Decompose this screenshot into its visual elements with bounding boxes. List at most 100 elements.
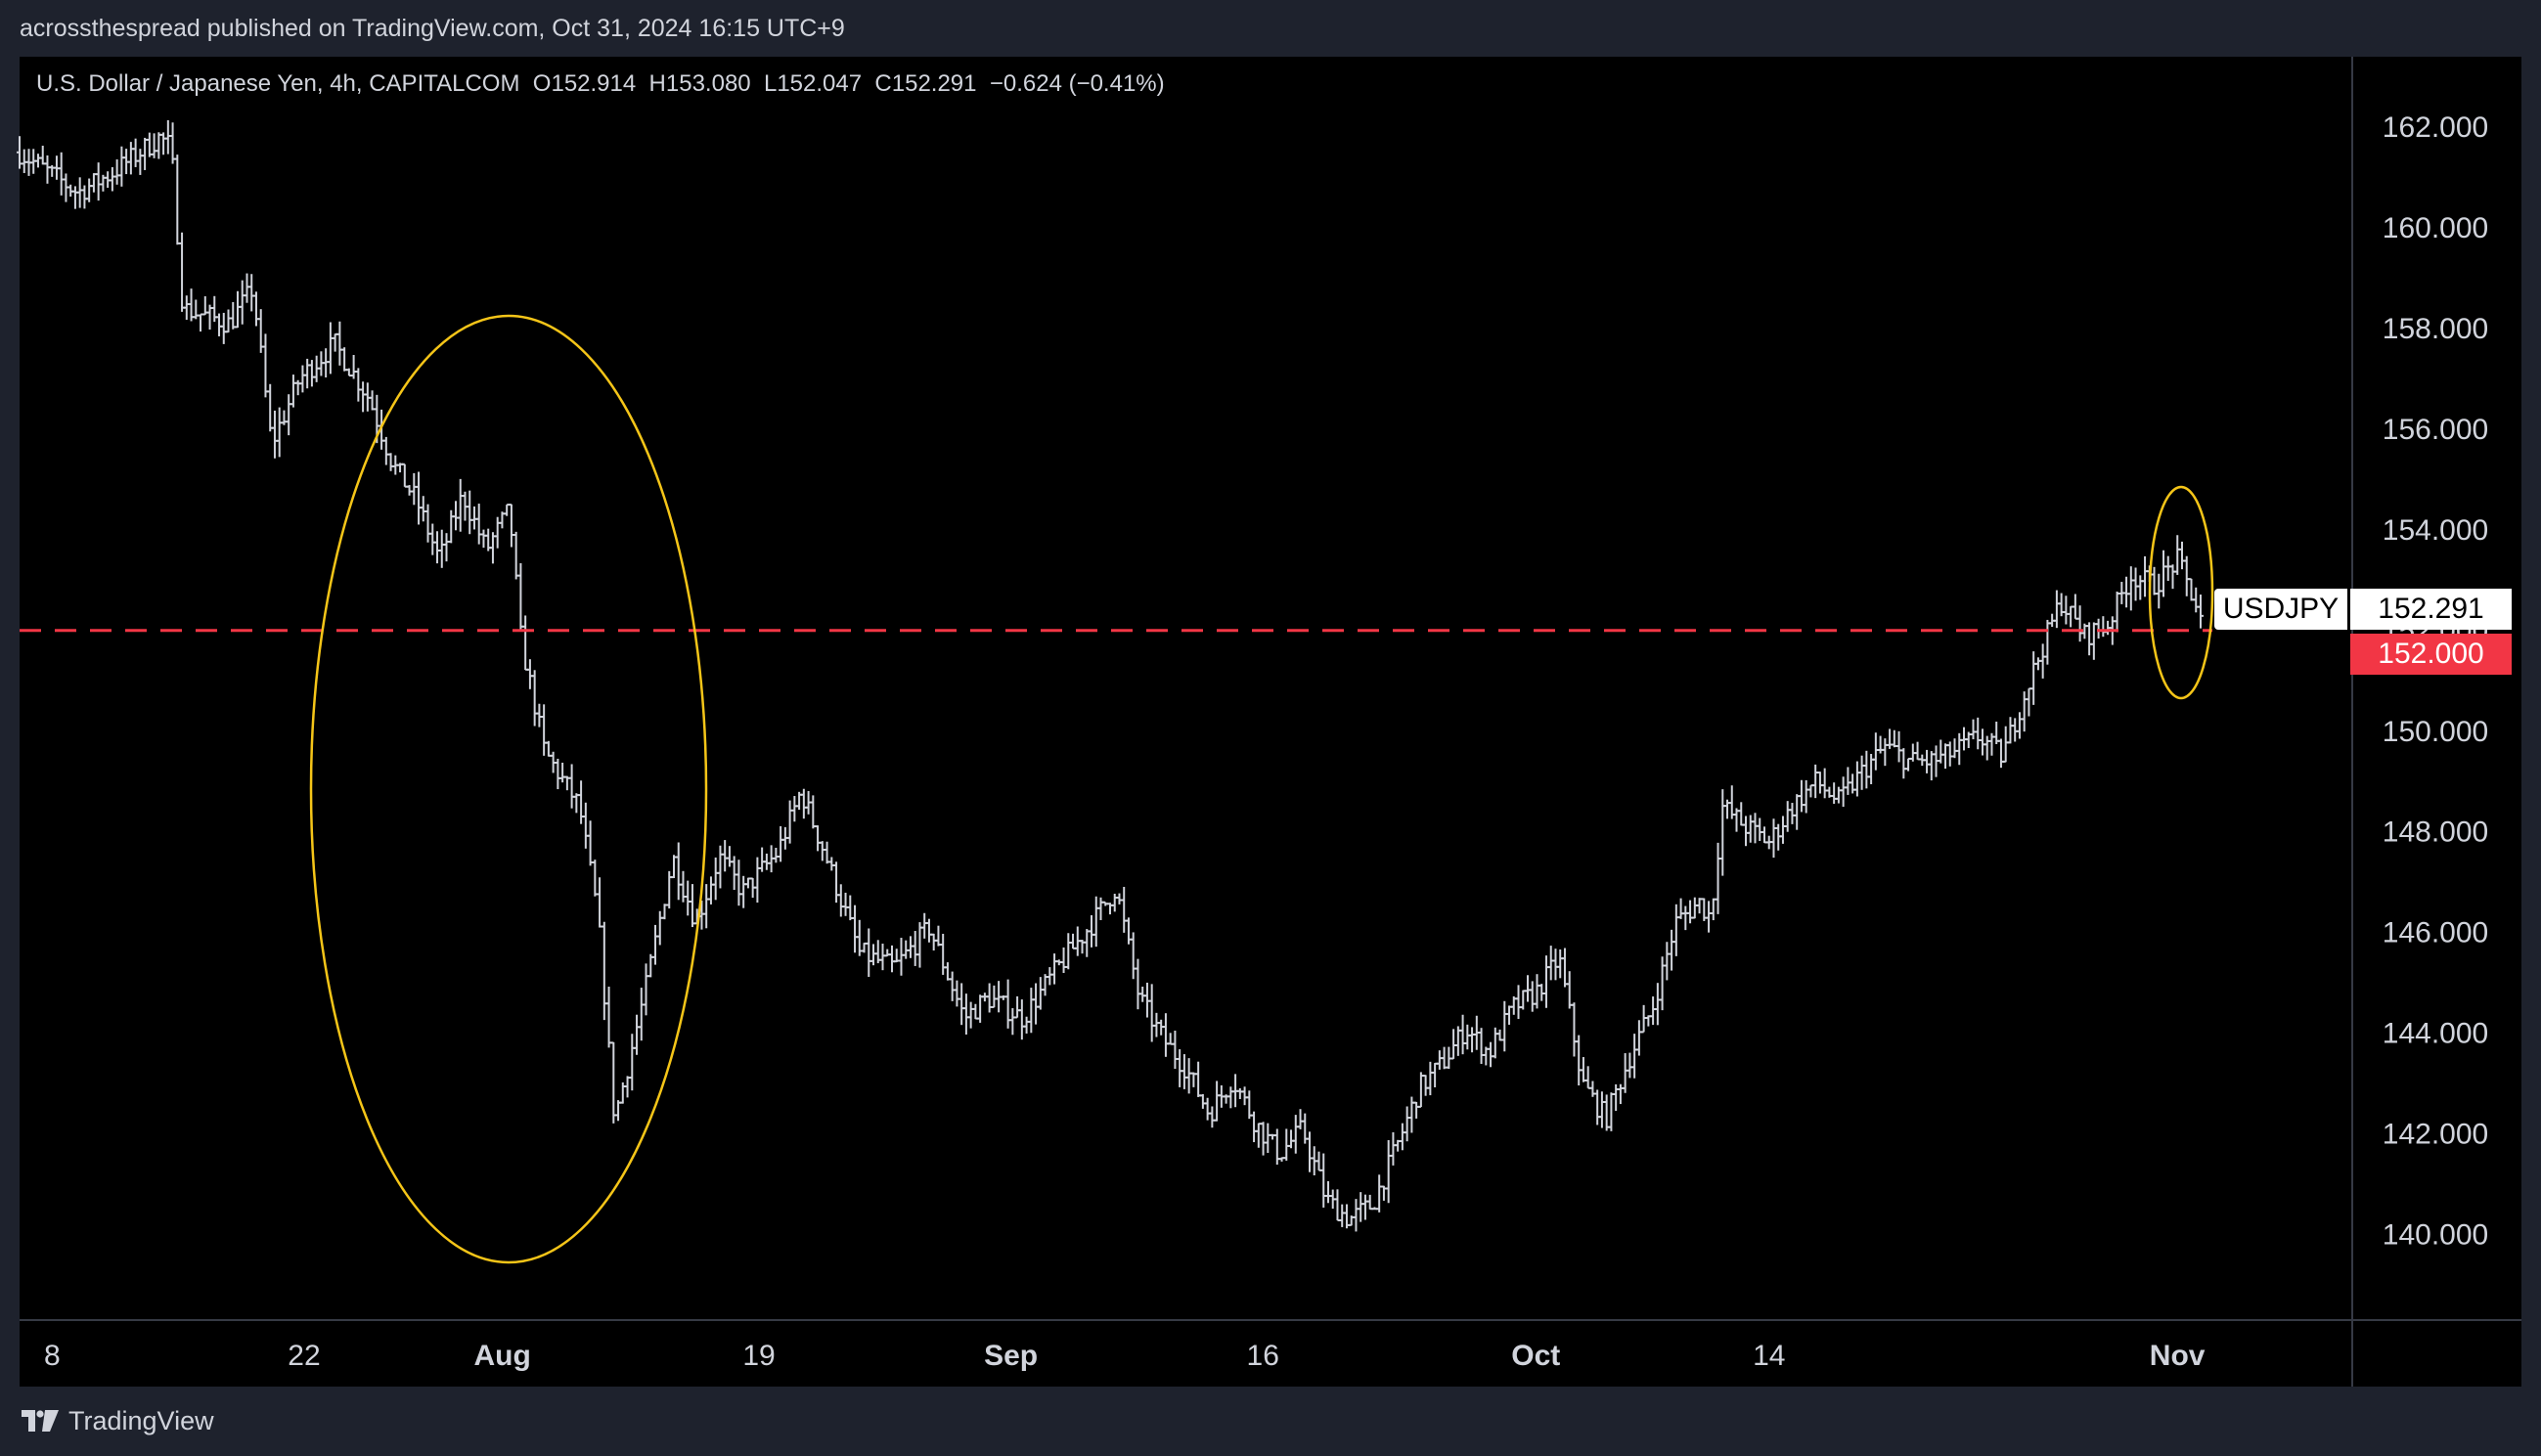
y-tick-label: 144.000 [2383,1018,2488,1050]
ohlc-bar [271,410,278,459]
ohlc-bar [1924,749,1931,773]
ohlc-bar [624,1076,631,1098]
ohlc-bar [308,360,315,387]
annotation-ellipse-latest [2148,485,2214,700]
ohlc-bar [773,847,780,863]
ohlc-bar [179,232,186,312]
ohlc-bar [1209,1106,1216,1128]
ohlc-bar [972,1003,979,1020]
ohlc-bar [1464,1024,1471,1050]
ohlc-bar [526,659,533,689]
y-tick-label: 156.000 [2383,414,2488,446]
ohlc-bar [230,301,237,330]
ohlc-bar [355,368,362,402]
ohlc-bar [164,119,171,154]
ohlc-bar [1018,999,1025,1040]
ohlc-bar [824,841,830,864]
ohlc-bar [879,944,886,971]
ohlc-bar [1135,958,1141,1010]
ohlc-bar [592,860,599,897]
ohlc-bar [2188,578,2195,601]
ohlc-bar [1882,738,1889,767]
ohlc-bar [828,857,835,871]
ohlc-bar [1529,981,1536,1012]
ohlc-bar [299,365,306,393]
ohlc-bar [2100,616,2107,638]
ohlc-bar [754,857,761,904]
ohlc-bar [1789,803,1796,824]
ohlc-bar [1427,1061,1434,1096]
tradingview-logo[interactable]: TradingView [22,1404,214,1437]
ohlc-bar [58,152,65,196]
ohlc-bar [1784,801,1791,832]
price-chart[interactable]: 162.000 160.000 158.000 156.000 154.000 152.0… [0,0,2541,1387]
ohlc-bar [327,322,334,375]
x-axis: 8 22 Aug 19 Sep 16 Oct 14 Nov [44,1340,2206,1372]
ohlc-bar [1946,741,1953,767]
ohlc-bar [244,273,250,303]
y-tick-label: 146.000 [2383,917,2488,949]
ohlc-bar [411,472,418,506]
ohlc-bar [2034,657,2041,671]
y-tick-label: 148.000 [2383,816,2488,849]
ohlc-bar [1682,905,1689,931]
ohlc-bar [1608,1092,1615,1131]
ohlc-bar [151,133,157,158]
ohlc-bar [332,332,338,352]
ohlc-bar [1241,1086,1248,1106]
ohlc-bar [424,504,431,543]
ohlc-bar [1627,1052,1633,1079]
ohlc-bar [1863,750,1870,789]
ohlc-bar [1542,955,1549,1008]
ohlc-bar [778,825,784,862]
ohlc-bar [1812,764,1819,799]
ohlc-bar [1984,735,1990,761]
ohlc-bar [582,802,589,849]
ohlc-bar [1492,1027,1498,1059]
ohlc-bar [555,758,561,790]
ohlc-bar [475,504,482,545]
ohlc-bar [183,295,190,321]
ohlc-bar [736,860,742,906]
ohlc-bar [1853,761,1860,797]
ohlc-bar [954,980,960,1007]
ohlc-bar [842,892,849,916]
ohlc-bar [1757,817,1763,842]
ohlc-bar [1635,1020,1642,1056]
ohlc-bar [1307,1131,1314,1172]
ohlc-bar [1631,1034,1638,1079]
ohlc-bar [1816,772,1823,794]
ohlc-bar [132,138,139,167]
ohlc-bar [429,523,436,555]
x-tick-label: Sep [984,1340,1038,1372]
ohlc-bar [1622,1053,1628,1093]
ohlc-bar [559,762,566,783]
ohlc-bar [39,145,46,165]
ohlc-bar [1324,1180,1331,1204]
ohlc-bar [1691,897,1698,919]
ohlc-bar [1288,1129,1295,1149]
chart-frame[interactable] [20,57,2521,1387]
ohlc-bar [1111,893,1118,912]
ohlc-bar [1719,789,1726,876]
ohlc-bar [2007,717,2014,744]
ohlc-bar [1004,979,1011,1029]
ohlc-bar [940,933,947,975]
publisher-line: acrossthespread published on TradingView… [20,15,845,42]
ohlc-bar [1887,728,1894,749]
ohlc-bar [1116,893,1123,904]
ohlc-bar [1779,816,1786,844]
ohlc-bar [605,987,612,1048]
ohlc-bar [1255,1123,1262,1148]
ohlc-bar [1603,1094,1610,1131]
ohlc-bar [350,355,357,379]
ohlc-bar [467,490,473,535]
ohlc-bar [336,321,343,366]
ohlc-bar [1417,1072,1424,1108]
ohlc-bar [341,347,348,372]
ohlc-bar [504,504,511,516]
ohlc-bar [1181,1054,1187,1089]
ohlc-bar [759,847,766,872]
ohlc-bar [1023,1016,1030,1034]
ohlc-bar [1975,717,1982,750]
